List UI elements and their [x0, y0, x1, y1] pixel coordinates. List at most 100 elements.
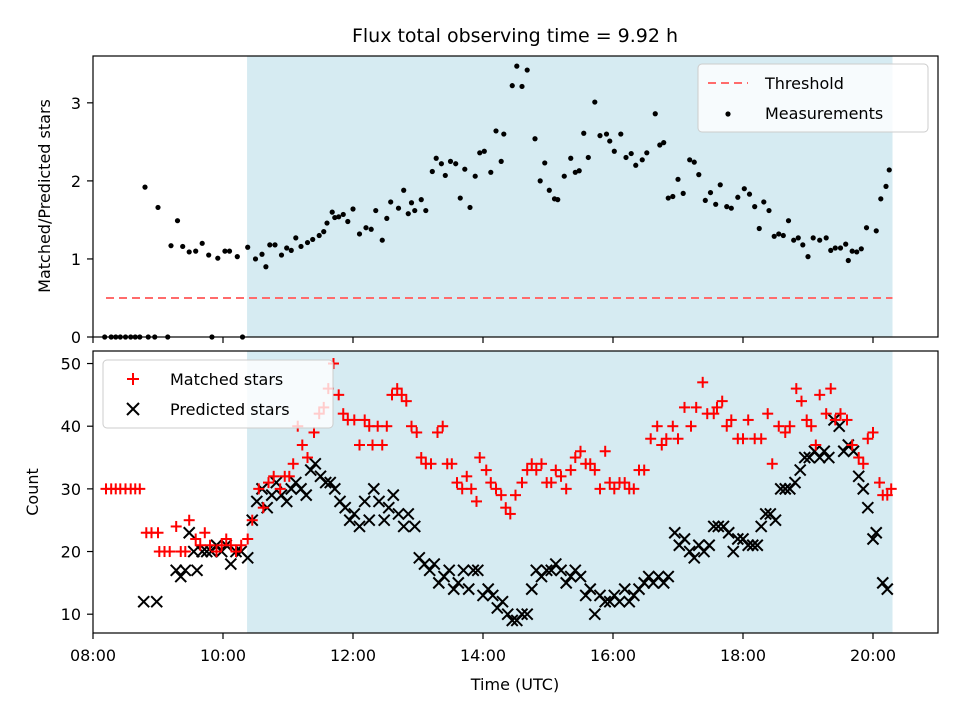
- matched-star-marker: [400, 395, 412, 407]
- predicted-star-marker: [588, 607, 602, 621]
- measurement-point: [332, 214, 338, 221]
- measurement-point: [795, 235, 801, 241]
- measurement-point: [873, 228, 879, 234]
- predicted-star-marker: [324, 476, 337, 489]
- measurement-point: [832, 245, 838, 251]
- predicted-star-marker: [150, 595, 163, 608]
- matched-star-marker: [296, 439, 308, 451]
- predicted-star-marker: [857, 482, 870, 496]
- predicted-star-marker: [702, 539, 716, 552]
- matched-star-marker: [287, 458, 299, 470]
- measurement-point: [592, 99, 598, 105]
- measurement-point: [633, 162, 639, 168]
- matched-star-marker: [415, 452, 427, 464]
- legend-matched-swatch: [127, 373, 139, 385]
- measurement-point: [245, 244, 251, 250]
- measurement-point: [691, 159, 697, 165]
- predicted-star-marker: [774, 482, 787, 496]
- measurement-point: [336, 214, 342, 220]
- matched-star-marker: [333, 389, 345, 401]
- bottom-axes-frame: [92, 350, 939, 634]
- measurement-point: [155, 204, 161, 211]
- predicted-star-marker: [881, 582, 894, 596]
- measurement-point: [174, 218, 181, 224]
- matched-star-marker: [550, 464, 562, 476]
- matched-star-marker: [835, 408, 846, 420]
- predicted-star-marker: [769, 513, 782, 527]
- matched-star-marker: [565, 464, 577, 476]
- measurement-point: [680, 190, 686, 196]
- predicted-star-marker: [540, 564, 553, 577]
- matched-star-marker: [190, 533, 202, 545]
- predicted-star-marker: [428, 557, 441, 571]
- measurement-point: [329, 209, 335, 215]
- predicted-star-marker: [707, 520, 720, 533]
- matched-star-marker: [725, 414, 737, 426]
- measurement-point: [180, 243, 186, 250]
- predicted-star-marker: [137, 595, 150, 608]
- measurement-point: [756, 225, 762, 232]
- matched-star-marker: [516, 477, 528, 489]
- matched-star-marker: [619, 477, 631, 489]
- predicted-star-marker: [741, 539, 755, 552]
- predicted-star-marker: [683, 545, 696, 558]
- measurement-point: [433, 155, 439, 161]
- measurement-point: [845, 257, 851, 264]
- measurement-point: [623, 154, 629, 161]
- predicted-star-marker: [442, 564, 456, 577]
- predicted-star-marker: [338, 501, 352, 514]
- measurement-point: [498, 158, 504, 164]
- top-x-ticks: [92, 337, 874, 343]
- matched-star-marker: [589, 464, 601, 476]
- matched-star-marker: [230, 546, 242, 558]
- matched-star-marker: [451, 477, 463, 489]
- matched-star-marker: [796, 395, 807, 407]
- matched-star-marker: [471, 495, 482, 507]
- matched-star-marker: [359, 414, 371, 426]
- measurement-point: [713, 201, 719, 207]
- measurement-point: [603, 131, 610, 137]
- predicted-star-marker: [467, 564, 480, 577]
- measurement-point: [278, 252, 285, 258]
- predicted-star-marker: [598, 595, 612, 608]
- top-y-tick-label: 0: [71, 328, 81, 347]
- matched-star-marker: [672, 433, 684, 445]
- x-tick-label: 20:00: [850, 646, 896, 665]
- matched-star-marker: [257, 502, 269, 514]
- predicted-star-marker: [309, 457, 322, 471]
- measurement-point: [321, 229, 327, 235]
- predicted-star-marker: [822, 451, 836, 464]
- matched-star-marker: [645, 433, 657, 445]
- predicted-star-marker: [397, 520, 410, 533]
- measurement-point: [472, 173, 478, 179]
- matched-star-marker: [853, 452, 865, 464]
- predicted-star-marker: [367, 482, 381, 496]
- bottom-x-axis: 08:00 10:00 12:00 14:00 16:00 18:00 20:00: [70, 633, 896, 665]
- legend-predicted-label: Predicted stars: [170, 400, 290, 419]
- legend-predicted-swatch: [126, 402, 140, 416]
- legend-matched-label: Matched stars: [170, 370, 283, 389]
- measurement-point: [462, 166, 468, 172]
- matched-star-marker: [762, 408, 774, 420]
- top-y-tick-label: 3: [71, 94, 81, 113]
- measurement-point: [263, 264, 269, 270]
- predicted-star-marker: [363, 513, 376, 527]
- predicted-star-marker: [471, 564, 485, 577]
- x-tick-label: 18:00: [720, 646, 766, 665]
- predicted-star-marker: [712, 520, 725, 533]
- predicted-star-marker: [618, 582, 631, 596]
- measurement-point: [665, 195, 671, 201]
- matched-star-marker: [526, 458, 538, 470]
- matched-star-marker: [690, 401, 702, 413]
- matched-star-marker: [437, 420, 449, 432]
- measurement-point: [657, 142, 663, 148]
- predicted-star-marker: [224, 557, 238, 571]
- measurement-point: [741, 186, 747, 192]
- predicted-star-marker: [481, 582, 495, 596]
- predicted-star-marker: [280, 495, 293, 508]
- measurement-point: [858, 246, 864, 252]
- measurement-point: [823, 235, 829, 241]
- matched-star-marker: [667, 420, 679, 432]
- matched-star-marker: [716, 395, 728, 407]
- matched-star-marker: [152, 527, 164, 539]
